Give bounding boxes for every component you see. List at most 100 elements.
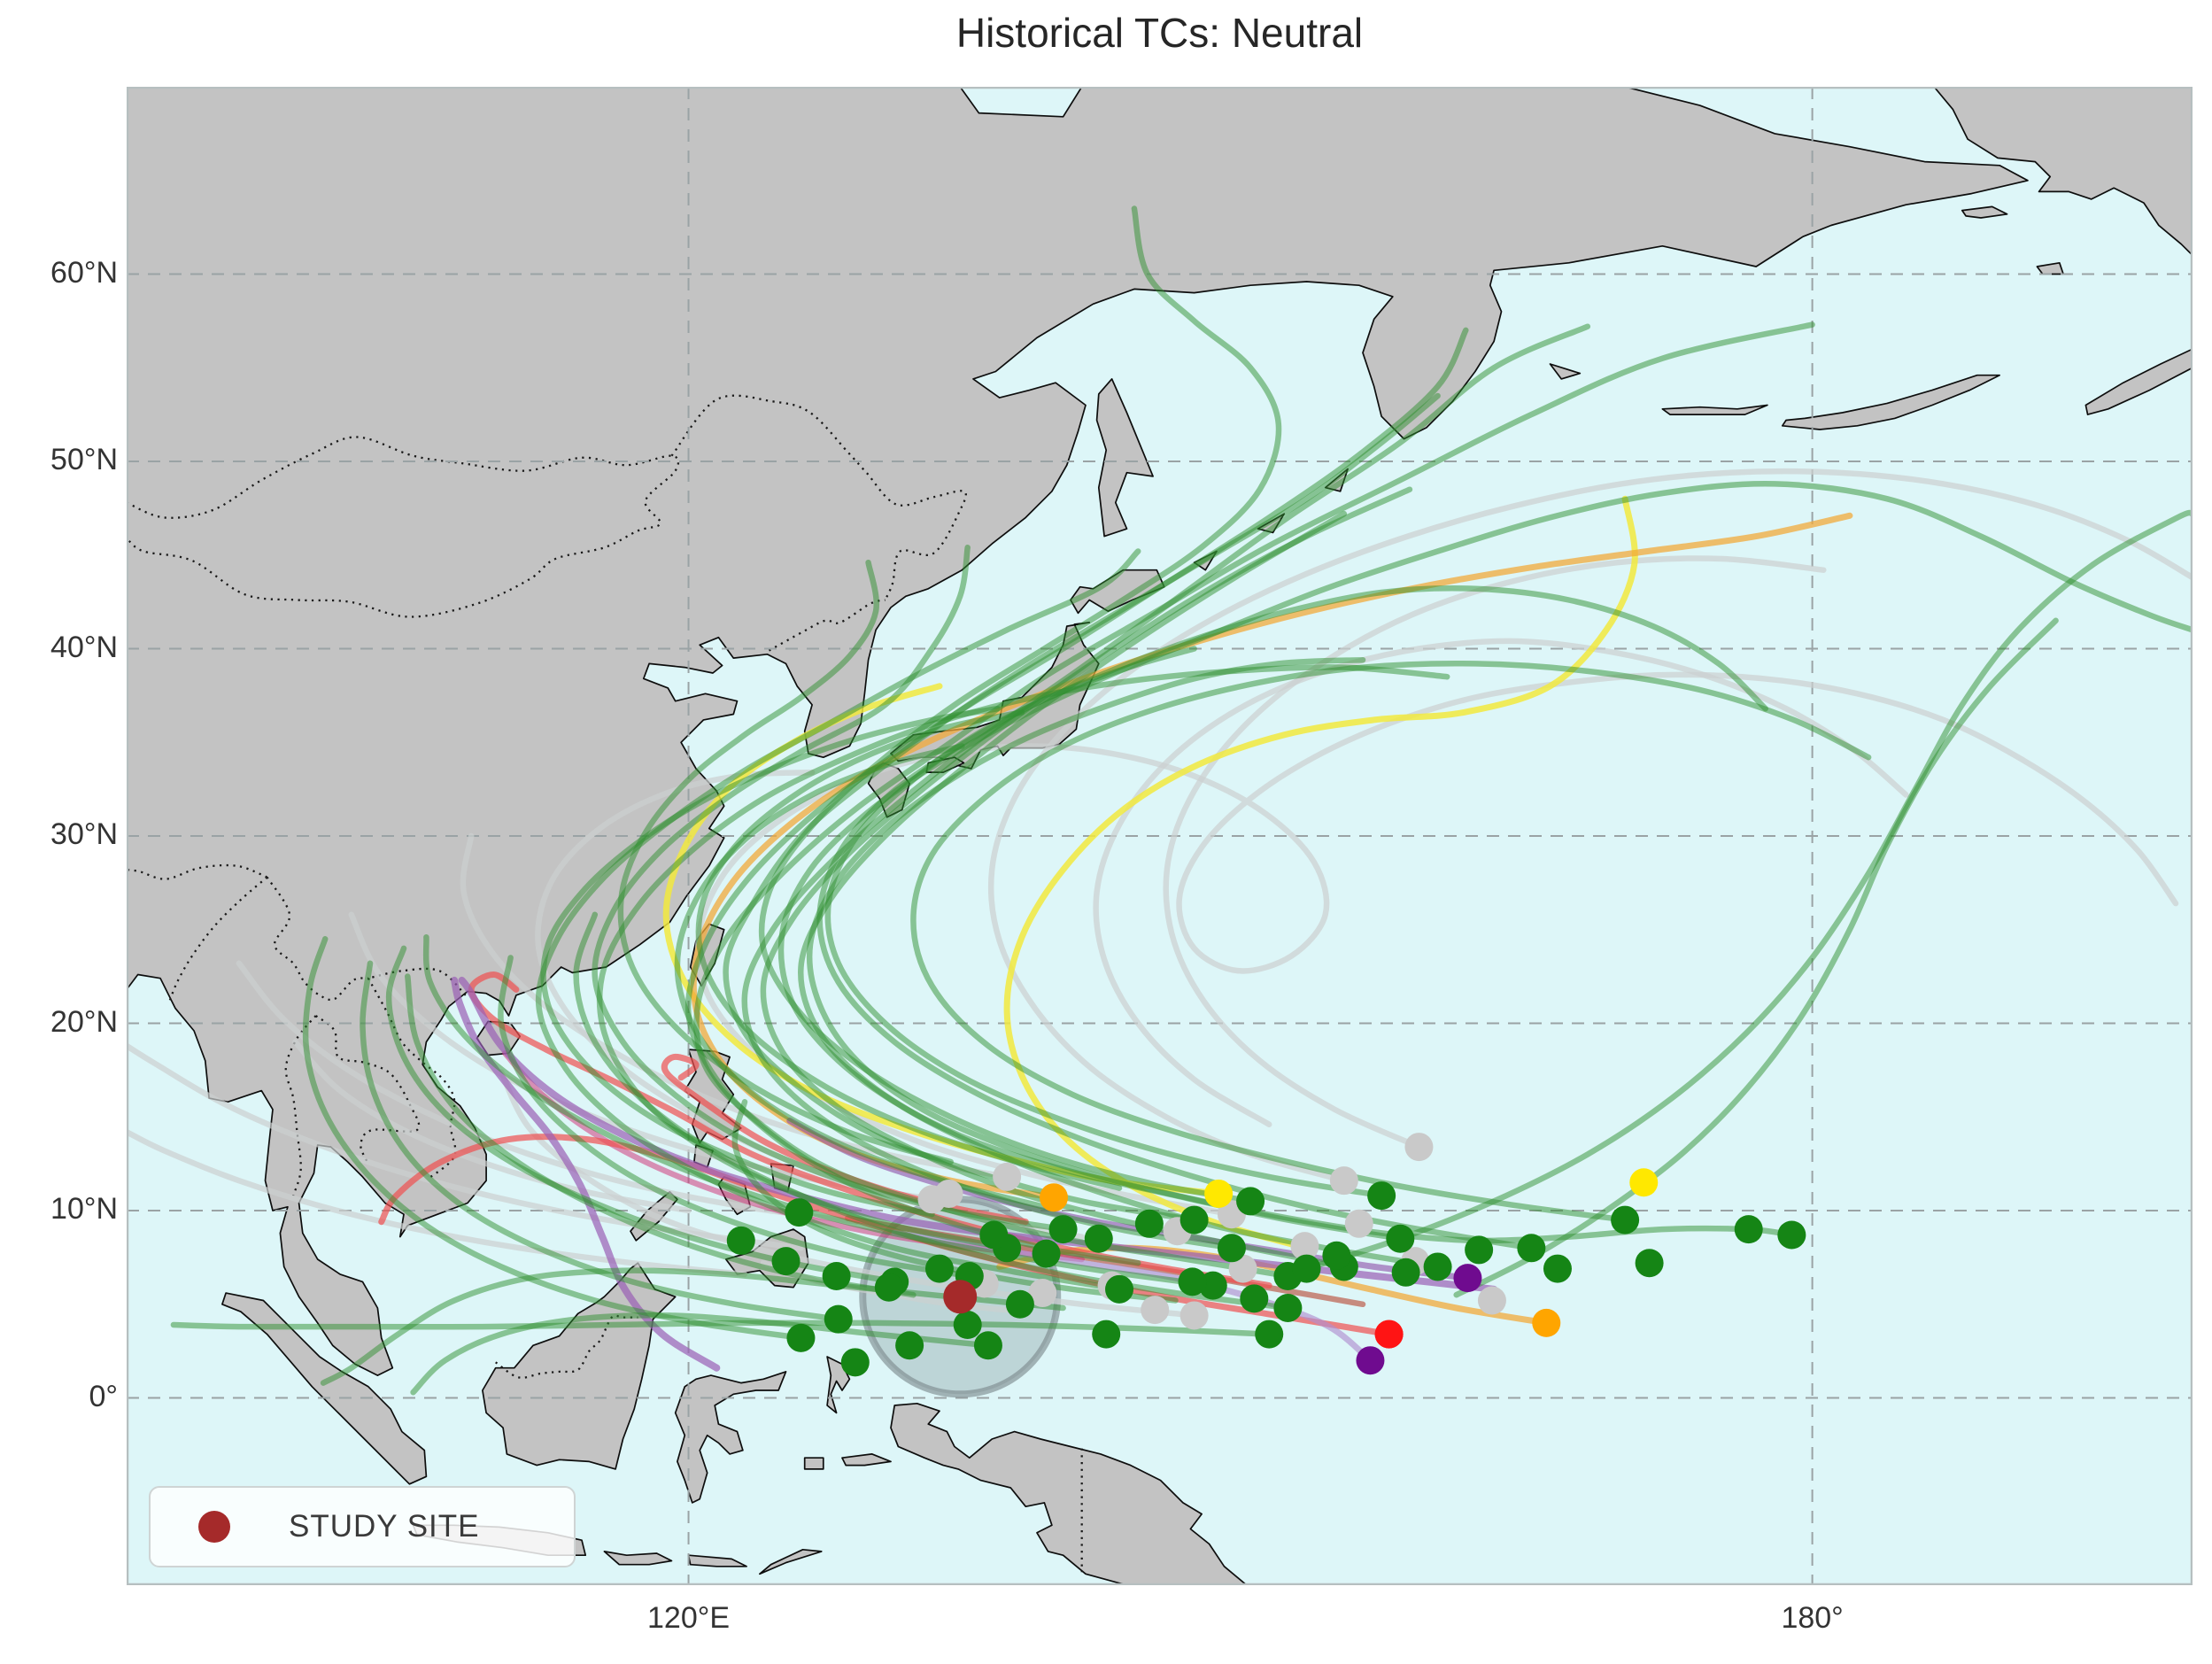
land-sakhalin (1095, 378, 1154, 538)
tc-track-green (573, 911, 1291, 1312)
tc-track-green (540, 705, 1001, 1218)
land-timor (759, 1548, 823, 1575)
genesis-dot-green (1105, 1274, 1134, 1304)
genesis-dot-green (1777, 1220, 1806, 1250)
genesis-dot-green (1255, 1320, 1284, 1349)
genesis-dot-green (1635, 1249, 1664, 1278)
tc-track-gray (236, 960, 861, 1225)
genesis-dot-green (1236, 1187, 1265, 1216)
land-asia-mainland (127, 87, 2029, 1376)
land-aleutian-1 (1661, 404, 1768, 415)
land-sumatra (221, 1292, 428, 1485)
border-himalaya (127, 863, 268, 880)
ytick-10: 10°N (50, 1192, 118, 1226)
genesis-dot-purple (1356, 1346, 1385, 1375)
tc-track-green (617, 559, 954, 1165)
genesis-dot-green (1734, 1215, 1763, 1244)
tc-track-green (816, 585, 1768, 1251)
genesis-dot-green (1179, 1205, 1209, 1234)
tc-track-lavender (891, 1229, 1373, 1364)
tc-track-yellow (1003, 495, 1638, 1251)
genesis-dot-yellow (1629, 1168, 1659, 1197)
track-layer (127, 205, 2193, 1396)
genesis-dot-green (1048, 1215, 1078, 1244)
tc-track-green (731, 1099, 1179, 1304)
tc-track-gray (1163, 555, 1827, 1150)
tc-track-green (498, 955, 973, 1280)
genesis-dot-gray (1404, 1133, 1434, 1162)
land-flores (687, 1554, 747, 1567)
tc-track-green (806, 656, 1795, 1244)
genesis-dot-red (1374, 1320, 1404, 1349)
genesis-dot-green (785, 1198, 814, 1227)
genesis-dot-green (973, 1331, 1002, 1360)
genesis-dot-green (924, 1254, 954, 1283)
land-buru (803, 1457, 824, 1470)
land-aleutian-2 (1781, 374, 2000, 430)
genesis-dot-green (1178, 1267, 1207, 1296)
genesis-dot-green (1391, 1258, 1420, 1287)
genesis-dot-green (874, 1273, 903, 1302)
land-seram (841, 1453, 892, 1467)
border-amur (670, 394, 967, 600)
land-bering-island (1549, 363, 1582, 380)
genesis-dot-orange (1532, 1308, 1561, 1337)
tc-track-green (410, 1312, 992, 1396)
genesis-dot-green (1322, 1241, 1351, 1270)
genesis-dot-gray (1344, 1209, 1373, 1238)
border-myanmar-thailand (284, 1015, 317, 1196)
genesis-dot-green (1292, 1254, 1321, 1283)
genesis-dot-gray (1179, 1301, 1209, 1330)
genesis-dot-gray (1329, 1166, 1358, 1196)
ytick-20: 20°N (50, 1004, 118, 1039)
genesis-dot-gray (934, 1179, 963, 1208)
tc-track-green (535, 548, 1141, 1293)
ytick-60: 60°N (50, 255, 118, 290)
land-st-lawrence-island (1961, 205, 2008, 219)
ytick-0: 0° (89, 1379, 118, 1413)
study-site-legend-marker (198, 1511, 230, 1543)
land-alaska-peninsula (2084, 348, 2193, 415)
genesis-dot-green (771, 1247, 800, 1276)
genesis-dot-yellow (1204, 1179, 1234, 1208)
genesis-dot-green (1423, 1252, 1452, 1281)
tc-track-green (360, 960, 842, 1322)
genesis-dot-gray (993, 1162, 1022, 1191)
genesis-dot-gray (1477, 1286, 1506, 1315)
land-alaska (1933, 87, 2193, 257)
tc-track-green (1303, 509, 2193, 1272)
genesis-dot-green (1084, 1224, 1113, 1253)
genesis-dot-green (1611, 1205, 1640, 1234)
tc-track-green (170, 1320, 1272, 1337)
xtick-180: 180° (1781, 1601, 1844, 1635)
genesis-dot-green (1543, 1254, 1572, 1283)
tc-track-green (695, 709, 1123, 1191)
tc-track-gray (1093, 638, 1909, 1127)
genesis-dot-green (1386, 1224, 1415, 1253)
tc-track-green (592, 545, 1066, 1233)
ytick-50: 50°N (50, 443, 118, 476)
land-new-guinea (890, 1402, 1248, 1585)
genesis-dot-green (1517, 1234, 1546, 1263)
genesis-dot-green (1465, 1235, 1494, 1265)
genesis-dot-green (1273, 1293, 1303, 1322)
genesis-dot-green (726, 1226, 755, 1255)
tc-track-green (1453, 617, 2059, 1298)
study-site-marker (943, 1280, 978, 1314)
tc-track-gray (127, 1128, 748, 1278)
genesis-dot-green (979, 1220, 1009, 1250)
genesis-dot-orange (1039, 1183, 1068, 1212)
genesis-dot-gray (1290, 1232, 1319, 1261)
legend: STUDY SITE (149, 1486, 576, 1567)
chart-title: Historical TCs: Neutral (955, 10, 1364, 56)
tc-track-green (320, 1267, 1066, 1386)
genesis-dot-green (840, 1348, 870, 1377)
tc-track-gray (695, 671, 2179, 1218)
genesis-dot-gray (1141, 1296, 1170, 1325)
tc-track-green (674, 743, 1048, 1211)
genesis-dot-layer (726, 1133, 1806, 1377)
tc-track-green (824, 646, 1385, 1199)
land-lombok-sumbawa (603, 1551, 673, 1566)
tc-track-green (910, 660, 1872, 1223)
